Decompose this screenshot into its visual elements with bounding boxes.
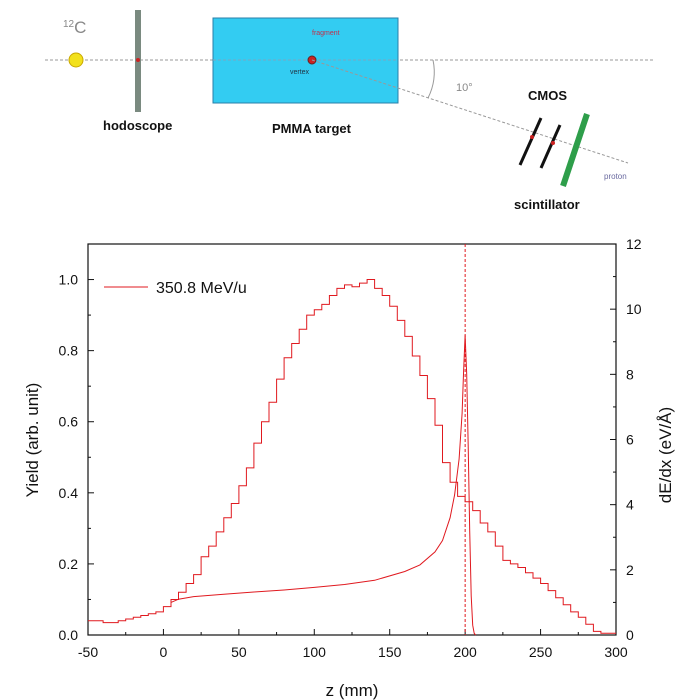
fragment-label: fragment	[312, 30, 340, 37]
angle-arc	[427, 59, 435, 99]
proton-label: proton	[604, 172, 627, 181]
y-tick-label: 0.8	[59, 343, 79, 359]
x-tick-label: 150	[378, 644, 402, 660]
cmos-plane-1	[518, 117, 543, 166]
dedx-curve	[170, 335, 477, 636]
x-tick-label: 100	[303, 644, 327, 660]
cmos-plane-2	[539, 124, 562, 169]
x-tick-label: 50	[231, 644, 247, 660]
vertex-label: vertex	[290, 69, 310, 76]
series-layer	[88, 244, 616, 636]
y2-tick-label: 12	[626, 236, 642, 252]
y-tick-label: 0.6	[59, 414, 79, 430]
ticks-layer: -50 0 50 100 150 200 250 300 0.0 0.2 0.4 0.6 0.8 1.0 0…	[59, 236, 642, 660]
hodoscope-label: hodoscope	[103, 118, 172, 133]
x-tick-label: 200	[453, 644, 477, 660]
y2-tick-label: 2	[626, 562, 634, 578]
y-axis-title: Yield (arb. unit)	[23, 383, 42, 498]
x-tick-label: 250	[529, 644, 553, 660]
beam-label: 12C	[63, 18, 86, 37]
x-tick-label: 0	[160, 644, 168, 660]
y2-tick-label: 4	[626, 497, 634, 513]
legend: 350.8 MeV/u	[104, 280, 247, 297]
yield-histogram	[88, 279, 616, 634]
legend-label: 350.8 MeV/u	[156, 280, 247, 297]
x-tick-label: 300	[604, 644, 628, 660]
beam-source	[68, 52, 84, 68]
target-label: PMMA target	[272, 121, 352, 136]
beam-mass: 12	[63, 19, 75, 30]
y-tick-label: 0.4	[59, 485, 79, 501]
y-tick-label: 0.0	[59, 627, 79, 643]
scintillator-label: scintillator	[514, 197, 580, 212]
chart: -50 0 50 100 150 200 250 300 0.0 0.2 0.4 0.6 0.8 1.0 0…	[23, 236, 675, 700]
plot-frame	[87, 243, 617, 636]
y2-tick-label: 10	[626, 301, 642, 317]
y-tick-label: 0.2	[59, 556, 79, 572]
y2-axis-title: dE/dx (eV/Å)	[656, 407, 675, 503]
cmos-hit-1	[530, 135, 534, 139]
angle-label: 10°	[456, 82, 473, 94]
hodoscope-hit	[136, 58, 140, 62]
x-axis-title: z (mm)	[326, 681, 379, 700]
y2-tick-label: 8	[626, 366, 634, 382]
y-tick-label: 1.0	[59, 272, 79, 288]
scintillator	[560, 113, 590, 187]
cmos-hit-2	[551, 141, 555, 145]
x-tick-label: -50	[78, 644, 98, 660]
beam-symbol: C	[74, 18, 86, 37]
cmos-label: CMOS	[528, 88, 567, 103]
y2-tick-label: 6	[626, 432, 634, 448]
y2-tick-label: 0	[626, 627, 634, 643]
setup-diagram: 12C hodoscope fragment vertex PMMA targe…	[45, 10, 655, 212]
